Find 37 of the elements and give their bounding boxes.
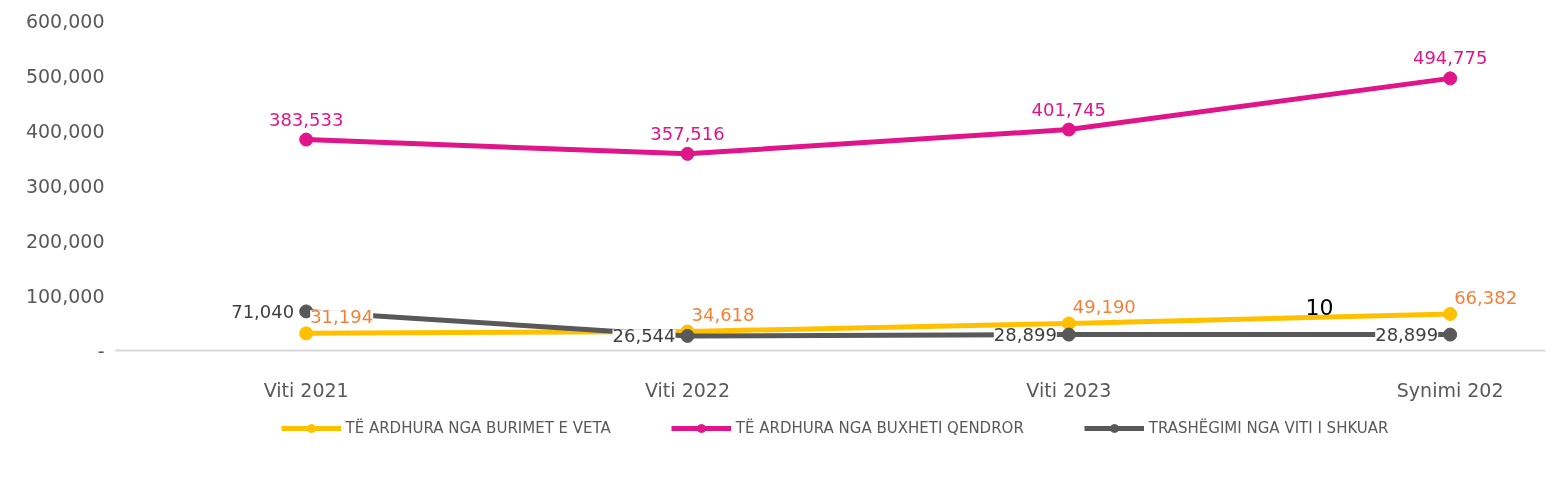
- data-label: 28,899: [993, 324, 1057, 346]
- data-label: 71,040: [231, 300, 295, 322]
- y-tick-label: 500,000: [25, 64, 105, 87]
- legend-label: TË ARDHURA NGA BUXHETI QENDROR: [735, 418, 1024, 438]
- data-label: 383,533: [268, 108, 344, 130]
- point: [1061, 316, 1076, 331]
- x-tick-label: Synimi 202: [1396, 378, 1504, 401]
- data-label: 401,745: [1031, 98, 1107, 120]
- data-label: 34,618: [691, 304, 755, 326]
- point: [680, 146, 695, 161]
- y-tick-label: -: [97, 339, 105, 362]
- y-tick-label: 300,000: [25, 174, 105, 197]
- point: [1061, 122, 1076, 137]
- point: [1443, 307, 1458, 321]
- x-tick-label: Viti 2023: [1026, 378, 1112, 401]
- y-tick-label: 100,000: [25, 284, 105, 307]
- annotation: 10: [1305, 294, 1334, 320]
- data-label: 31,194: [310, 306, 374, 328]
- legend-label: TË ARDHURA NGA BURIMET E VETA: [345, 418, 611, 438]
- y-tick-label: 600,000: [25, 9, 105, 32]
- point: [299, 132, 314, 147]
- data-label: 494,775: [1412, 47, 1488, 69]
- x-tick-label: Viti 2021: [263, 378, 349, 401]
- y-tick-label: 200,000: [25, 229, 105, 252]
- legend-label: TRASHËGIMI NGA VITI I SHKUAR: [1148, 418, 1389, 438]
- x-tick-label: Viti 2022: [645, 378, 730, 401]
- point: [680, 328, 695, 343]
- y-tick-label: 400,000: [25, 119, 105, 142]
- point: [299, 326, 314, 341]
- point: [1061, 327, 1076, 342]
- data-label: 49,190: [1072, 296, 1136, 318]
- data-label: 357,516: [650, 122, 725, 144]
- data-label: 28,899: [1375, 324, 1439, 346]
- data-label: 66,382: [1454, 286, 1518, 308]
- data-label: 26,544: [612, 325, 676, 347]
- point: [1443, 327, 1458, 342]
- point: [1443, 71, 1458, 86]
